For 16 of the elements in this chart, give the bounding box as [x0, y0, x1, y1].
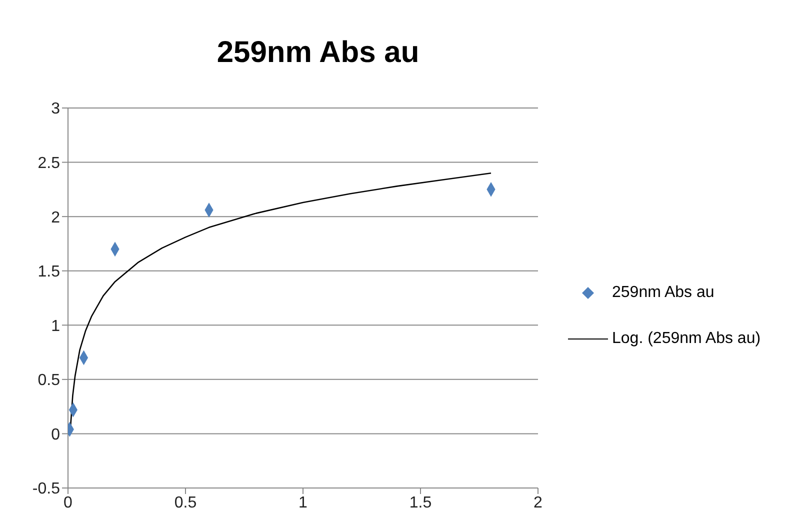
x-tick-label: 1 — [298, 494, 308, 512]
y-tick-label: 1 — [51, 318, 60, 335]
x-tick-label: 1.5 — [409, 494, 432, 512]
x-tick-label: 2 — [534, 494, 543, 512]
x-tick-label: 0.5 — [174, 494, 197, 512]
legend-label: Log. (259nm Abs au) — [612, 330, 761, 348]
chart-title: 259nm Abs au — [216, 36, 420, 70]
x-tick-label: 0 — [64, 494, 73, 512]
legend-label: 259nm Abs au — [612, 284, 714, 302]
y-tick-label: 2.5 — [38, 154, 60, 172]
y-tick-label: 0.5 — [38, 372, 60, 390]
y-tick-label: 3 — [51, 100, 60, 118]
y-tick-label: 0 — [51, 426, 60, 444]
y-tick-label: 1.5 — [38, 264, 60, 281]
y-tick-label: 2 — [51, 209, 60, 226]
y-tick-label: -0.5 — [32, 480, 60, 498]
